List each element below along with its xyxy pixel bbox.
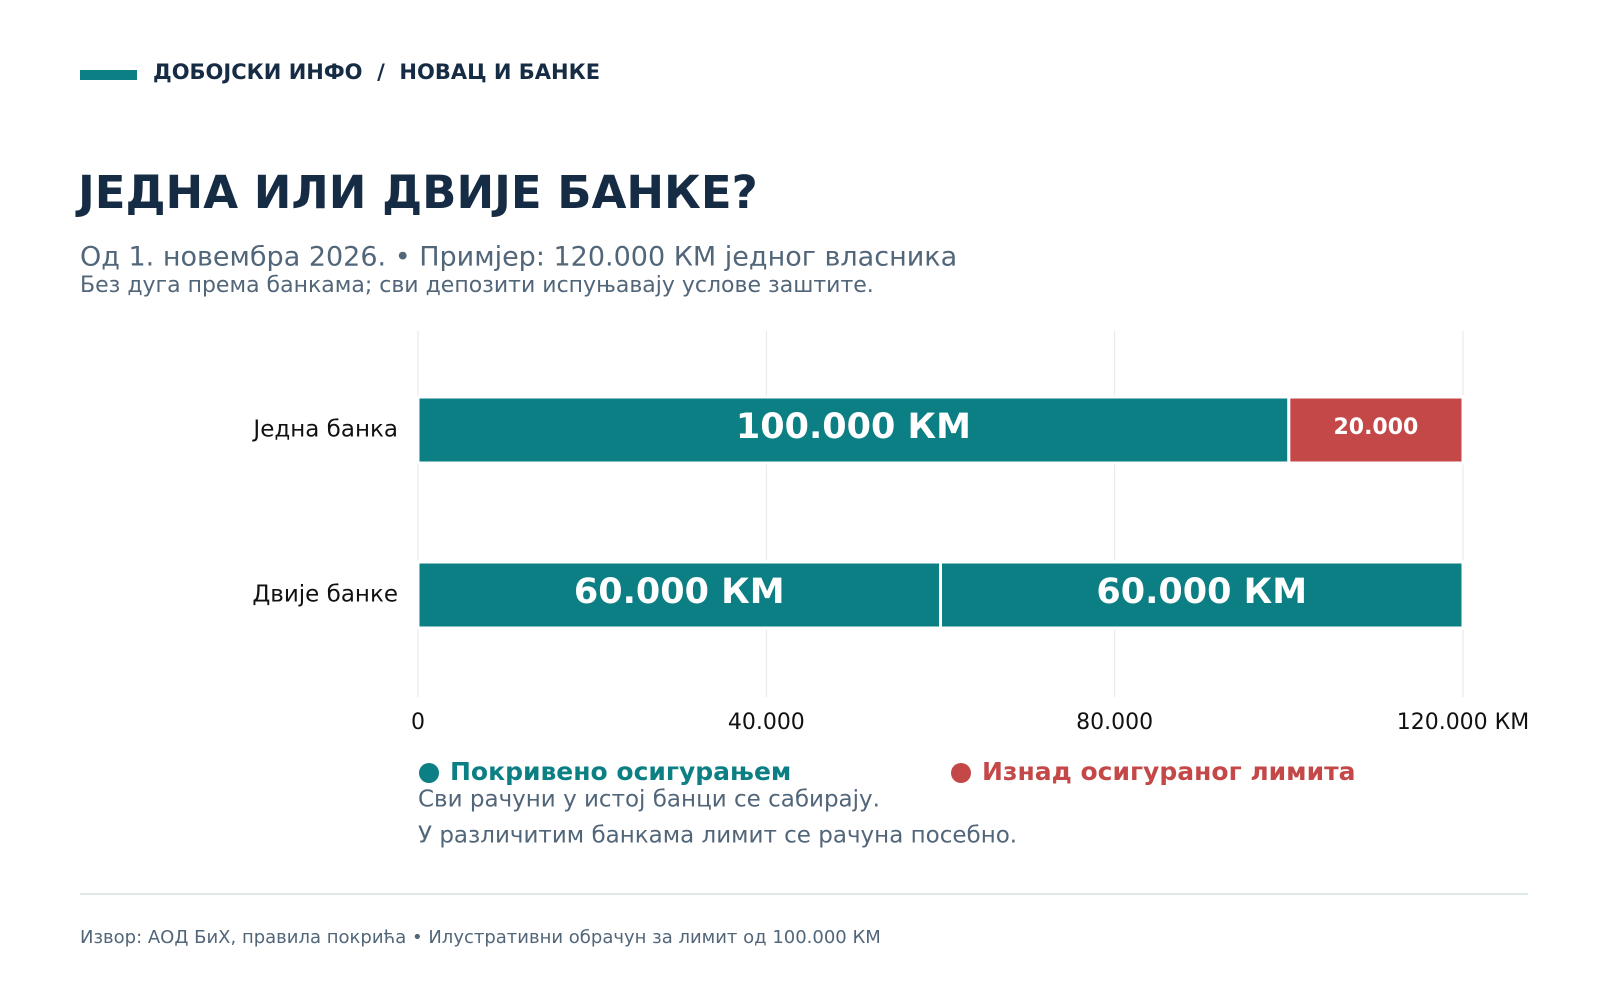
subtitle: Од 1. новембра 2026. • Примјер: 120.000 …	[80, 242, 957, 273]
y-tick-label: Једна банка	[251, 417, 398, 443]
legend-marker	[419, 763, 439, 783]
note: У различитим банкама лимит се рачуна пос…	[418, 823, 1017, 849]
brand-bar	[80, 70, 137, 80]
x-tick-label: 80.000	[1076, 710, 1153, 735]
note: Сви рачуни у истој банци се сабирају.	[418, 787, 880, 813]
value-label: 20.000	[1333, 415, 1418, 440]
source: Извор: АОД БиХ, правила покрића • Илустр…	[80, 927, 881, 948]
value-label: 60.000 КМ	[574, 572, 785, 612]
subtitle: Без дуга према банкама; сви депозити исп…	[80, 273, 874, 298]
x-tick-label: 40.000	[728, 710, 805, 735]
x-tick-label: 120.000 КМ	[1397, 710, 1530, 735]
legend-label: Изнад осигураног лимита	[982, 757, 1355, 786]
bar-segment	[416, 560, 942, 630]
y-tick-label: Двије банке	[252, 582, 398, 608]
bar-segment	[939, 560, 1465, 630]
value-label: 60.000 КМ	[1096, 572, 1307, 612]
x-tick-label: 0	[411, 710, 425, 735]
chart-title: ЈЕДНА ИЛИ ДВИЈЕ БАНКЕ?	[75, 166, 758, 219]
bar-segment	[1287, 395, 1465, 465]
legend-marker	[951, 763, 971, 783]
value-label: 100.000 КМ	[736, 407, 971, 447]
legend-label: Покривено осигурањем	[450, 757, 791, 786]
bar-segment	[416, 395, 1291, 465]
brand: ДОБОЈСКИ ИНФО / НОВАЦ И БАНКЕ	[153, 60, 600, 84]
